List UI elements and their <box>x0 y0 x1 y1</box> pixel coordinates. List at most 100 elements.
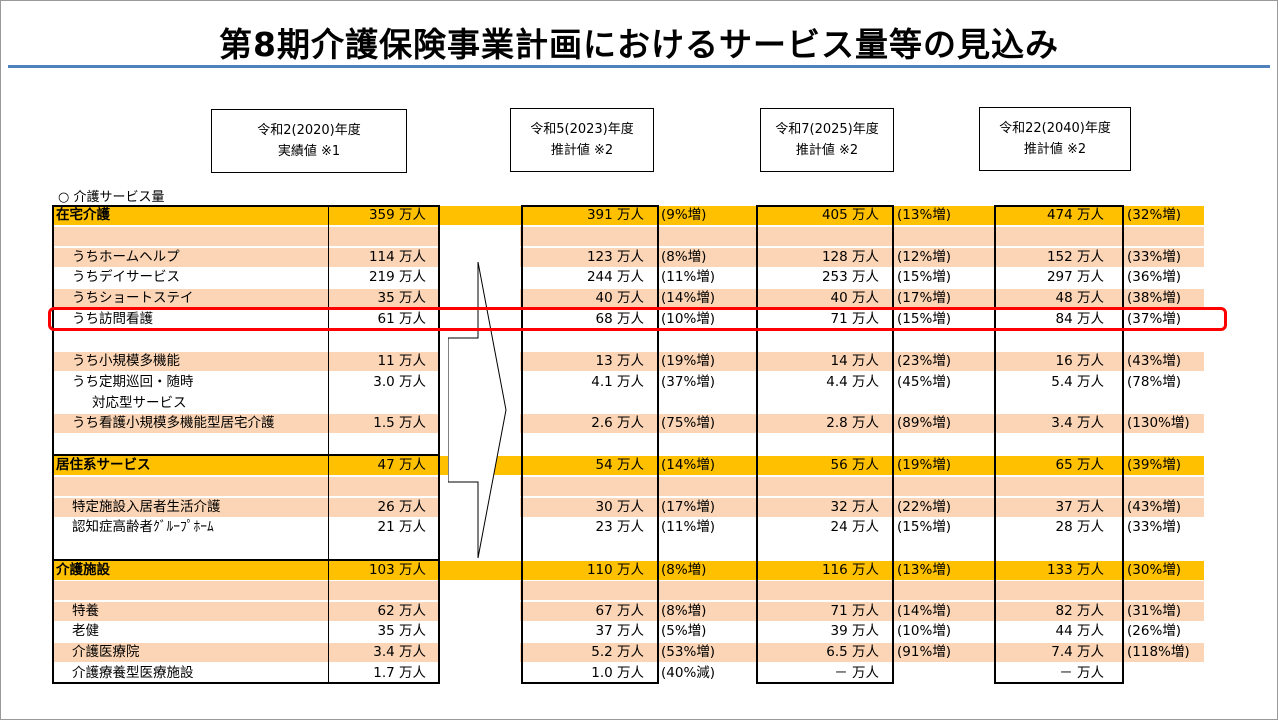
value-2023: 54 万人 <box>595 457 644 473</box>
header-2023-year: 令和5(2023)年度 <box>530 122 634 137</box>
value-2020: 47 万人 <box>377 457 426 473</box>
value-2020: 3.4 万人 <box>373 644 426 660</box>
value-2023: 13 万人 <box>595 353 644 369</box>
row-bg-kyoju <box>52 456 1204 475</box>
value-2020: 35 万人 <box>377 290 426 306</box>
row-label-group: 認知症高齢者ｸﾞﾙｰﾌﾟﾎｰﾑ <box>72 519 214 535</box>
pct-2023: (17%増) <box>661 499 716 515</box>
pct-2025: (12%増) <box>897 249 952 265</box>
pct-2040: (33%増) <box>1127 519 1182 535</box>
value-2023: 1.0 万人 <box>591 665 644 681</box>
value-2020: 103 万人 <box>368 562 426 578</box>
value-2020: 62 万人 <box>377 603 426 619</box>
value-2020: 359 万人 <box>368 207 426 223</box>
header-2020-type: 実績値 ※1 <box>277 144 341 159</box>
value-2025: 56 万人 <box>830 457 879 473</box>
row-bg-tokuyo <box>52 602 1204 621</box>
gutter <box>440 602 520 621</box>
value-2025: 40 万人 <box>830 290 879 306</box>
pct-2040: (39%増) <box>1127 457 1182 473</box>
row-label-teiki: うち定期巡回・随時 <box>72 374 194 390</box>
row-bg-spacer <box>52 227 1204 246</box>
pct-2040: (43%増) <box>1127 353 1182 369</box>
pct-2025: (15%増) <box>897 269 952 285</box>
row-label-roken: 老健 <box>72 623 99 639</box>
value-2025: 405 万人 <box>821 207 879 223</box>
header-2023: 令和5(2023)年度 推計値 ※2 <box>510 108 654 172</box>
pct-2023: (9%増) <box>661 207 707 223</box>
value-2023: 110 万人 <box>586 562 644 578</box>
row-label-zaitaku: 在宅介護 <box>56 207 110 223</box>
value-2040: 3.4 万人 <box>1051 415 1104 431</box>
value-2040: 133 万人 <box>1046 562 1104 578</box>
pct-2040: (33%増) <box>1127 249 1182 265</box>
pct-2025: (14%増) <box>897 603 952 619</box>
value-2020: 35 万人 <box>377 623 426 639</box>
value-2025: － 万人 <box>834 665 879 681</box>
value-2025: 128 万人 <box>821 249 879 265</box>
value-2020: 219 万人 <box>368 269 426 285</box>
pct-2023: (53%増) <box>661 644 716 660</box>
value-2023: 68 万人 <box>595 311 644 327</box>
value-2020: 61 万人 <box>377 311 426 327</box>
value-2040: 65 万人 <box>1055 457 1104 473</box>
pct-2040: (30%増) <box>1127 562 1182 578</box>
column-2023-box <box>521 205 659 684</box>
pct-2040: (78%増) <box>1127 374 1182 390</box>
value-2040: 84 万人 <box>1055 311 1104 327</box>
row-label-shisetsu: 介護施設 <box>56 562 110 578</box>
pct-2040: (37%増) <box>1127 311 1182 327</box>
value-2040: 5.4 万人 <box>1051 374 1104 390</box>
row-bg-spacer <box>52 477 1204 496</box>
pct-2023: (19%増) <box>661 353 716 369</box>
row-bg-kango <box>52 414 1204 433</box>
value-2040: 82 万人 <box>1055 603 1104 619</box>
pct-2040: (32%増) <box>1127 207 1182 223</box>
value-2025: 32 万人 <box>830 499 879 515</box>
row-bg-iryoin <box>52 643 1204 662</box>
row-label-teiki-line2: 対応型サービス <box>92 395 187 411</box>
row-label-iryoin: 介護医療院 <box>72 644 140 660</box>
value-2025: 253 万人 <box>821 269 879 285</box>
row-label-ryoyo: 介護療養型医療施設 <box>72 665 194 681</box>
row-label-tokutei: 特定施設入居者生活介護 <box>72 499 221 515</box>
pct-2025: (15%増) <box>897 519 952 535</box>
pct-2023: (37%増) <box>661 374 716 390</box>
row-label-shokibo: うち小規模多機能 <box>72 353 180 369</box>
row-bg-shokibo <box>52 352 1204 371</box>
separator-line <box>52 454 440 456</box>
pct-2040: (36%増) <box>1127 269 1182 285</box>
value-2025: 4.4 万人 <box>826 374 879 390</box>
value-2023: 391 万人 <box>586 207 644 223</box>
value-2023: 5.2 万人 <box>591 644 644 660</box>
value-2040: 474 万人 <box>1046 207 1104 223</box>
value-2020: 26 万人 <box>377 499 426 515</box>
pct-2023: (11%増) <box>661 269 716 285</box>
pct-2040: (38%増) <box>1127 290 1182 306</box>
label-divider <box>328 205 329 684</box>
pct-2023: (8%増) <box>661 562 707 578</box>
pct-2023: (5%増) <box>661 623 707 639</box>
value-2040: 297 万人 <box>1046 269 1104 285</box>
header-2020: 令和2(2020)年度 実績値 ※1 <box>211 109 407 173</box>
value-2025: 71 万人 <box>830 603 879 619</box>
row-label-day: うちデイサービス <box>72 269 180 285</box>
row-bg-spacer <box>52 581 1204 600</box>
pct-2040: (130%増) <box>1127 415 1190 431</box>
row-bg-short <box>52 289 1204 308</box>
gutter <box>440 227 520 246</box>
column-2040-box <box>994 205 1124 684</box>
pct-2023: (8%増) <box>661 603 707 619</box>
value-2023: 4.1 万人 <box>591 374 644 390</box>
value-2040: 28 万人 <box>1055 519 1104 535</box>
value-2025: 2.8 万人 <box>826 415 879 431</box>
column-2025-box <box>756 205 894 684</box>
separator-line <box>52 559 440 561</box>
header-2025-type: 推計値 ※2 <box>795 143 859 158</box>
pct-2025: (91%増) <box>897 644 952 660</box>
value-2040: 44 万人 <box>1055 623 1104 639</box>
value-2025: 6.5 万人 <box>826 644 879 660</box>
pct-2023: (8%増) <box>661 249 707 265</box>
pct-2025: (13%増) <box>897 207 952 223</box>
pct-2040: (26%増) <box>1127 623 1182 639</box>
